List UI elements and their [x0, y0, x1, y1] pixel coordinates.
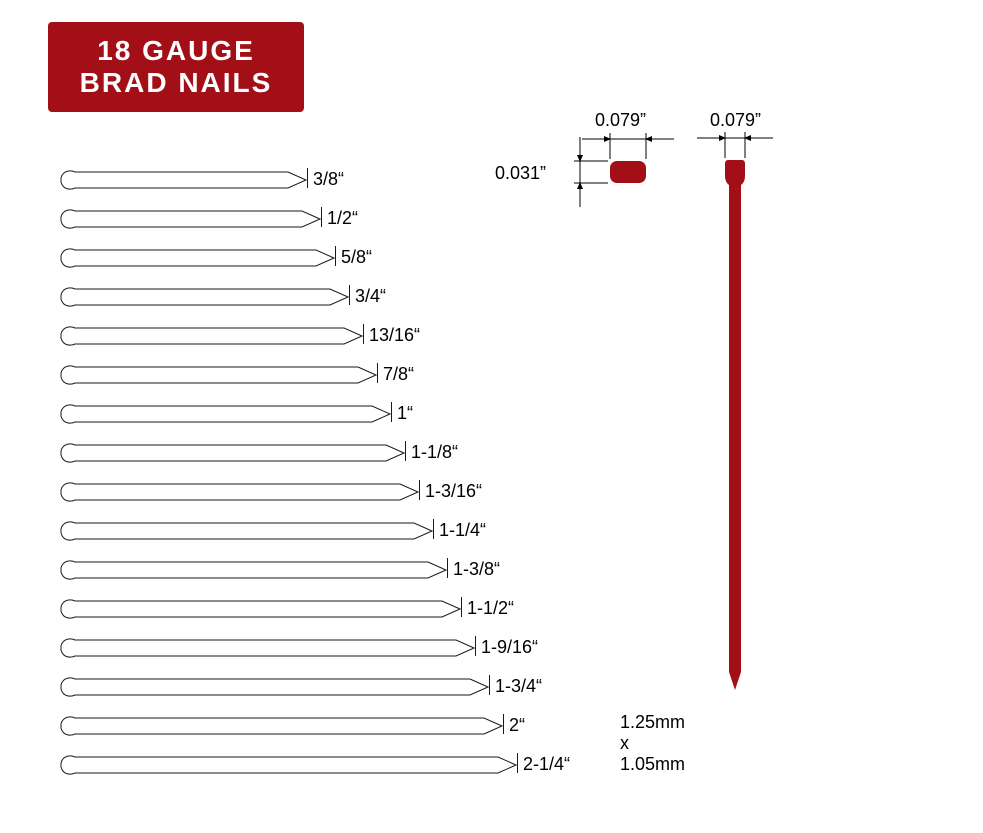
label-tick	[489, 675, 490, 695]
nail-outline-icon	[60, 286, 349, 308]
nail-side-icon	[725, 160, 745, 690]
label-tick	[419, 480, 420, 500]
label-tick	[307, 168, 308, 188]
nail-row: 7/8“	[60, 355, 495, 394]
nail-size-label: 1-1/8“	[411, 442, 458, 463]
nail-outline-icon	[60, 364, 377, 386]
label-tick	[517, 753, 518, 773]
nail-size-label: 1-1/4“	[439, 520, 486, 541]
nail-outline-icon	[60, 325, 363, 347]
nail-outline-icon	[60, 169, 307, 191]
nail-size-label: 1-3/8“	[453, 559, 500, 580]
label-tick	[349, 285, 350, 305]
nail-outline-icon	[60, 403, 391, 425]
nail-outline-icon	[60, 559, 447, 581]
nail-row: 5/8“	[60, 238, 453, 277]
label-tick	[433, 519, 434, 539]
label-tick	[335, 246, 336, 266]
nail-outline-icon	[60, 247, 335, 269]
title-box: 18 GAUGE BRAD NAILS	[48, 22, 304, 112]
nail-head-top-icon	[610, 161, 646, 183]
title-line1: 18 GAUGE	[48, 35, 304, 67]
nail-outline-icon	[60, 208, 321, 230]
nail-size-label: 2-1/4“	[523, 754, 570, 775]
nail-row: 1-3/8“	[60, 550, 565, 589]
dim-head-height: 0.031”	[495, 163, 546, 184]
nail-outline-icon	[60, 520, 433, 542]
nail-row: 3/8“	[60, 160, 425, 199]
nail-size-label: 1“	[397, 403, 413, 424]
dim-head-width: 0.079”	[595, 110, 646, 131]
label-tick	[461, 597, 462, 617]
label-tick	[321, 207, 322, 227]
dim-side-bottom: 1.25mm x 1.05mm	[620, 712, 685, 775]
nail-size-label: 3/4“	[355, 286, 386, 307]
dim-side-top: 0.079”	[710, 110, 761, 131]
label-tick	[363, 324, 364, 344]
nail-row: 1/2“	[60, 199, 439, 238]
label-tick	[475, 636, 476, 656]
nail-row: 1-3/16“	[60, 472, 537, 511]
nail-size-label: 7/8“	[383, 364, 414, 385]
nail-outline-icon	[60, 598, 461, 620]
nail-row: 1-1/4“	[60, 511, 551, 550]
page: 18 GAUGE BRAD NAILS 3/8“ 1/2“ 5/8“ 3/4“ 13/1…	[0, 0, 983, 833]
nail-size-label: 3/8“	[313, 169, 344, 190]
nail-outline-icon	[60, 715, 503, 737]
label-tick	[377, 363, 378, 383]
nail-outline-icon	[60, 754, 517, 776]
nail-outline-icon	[60, 481, 419, 503]
nail-outline-icon	[60, 676, 489, 698]
detail-svg	[500, 100, 960, 740]
nail-outline-icon	[60, 442, 405, 464]
nail-size-label: 13/16“	[369, 325, 420, 346]
nail-row: 1“	[60, 394, 509, 433]
nail-size-label: 1-3/16“	[425, 481, 482, 502]
label-tick	[391, 402, 392, 422]
label-tick	[405, 441, 406, 461]
nail-row: 2-1/4“	[60, 745, 635, 784]
nail-outline-icon	[60, 637, 475, 659]
nail-row: 1-1/8“	[60, 433, 523, 472]
title-line2: BRAD NAILS	[48, 67, 304, 99]
label-tick	[447, 558, 448, 578]
nail-size-label: 1/2“	[327, 208, 358, 229]
nail-row: 13/16“	[60, 316, 481, 355]
nail-row: 3/4“	[60, 277, 467, 316]
nail-size-label: 5/8“	[341, 247, 372, 268]
